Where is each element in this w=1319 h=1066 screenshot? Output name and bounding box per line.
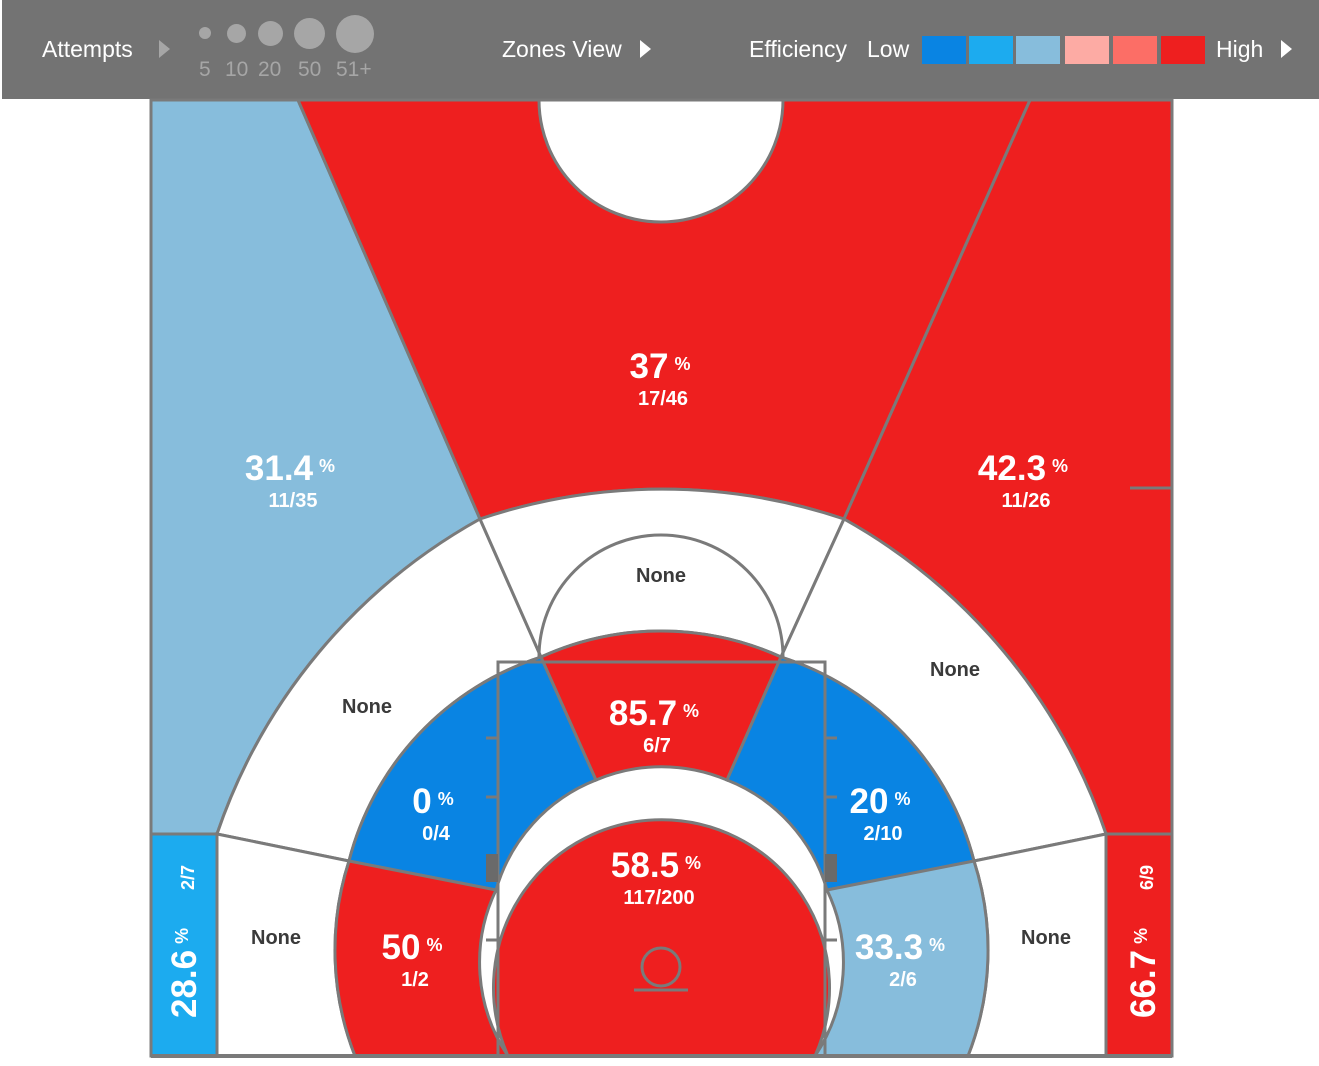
hoop-icon <box>640 946 682 988</box>
zones-layer <box>149 98 1174 1058</box>
size-label-20: 20 <box>258 58 282 81</box>
efficiency-swatch-6 <box>1161 36 1205 64</box>
zones-view-menu[interactable]: Zones View <box>502 36 622 63</box>
size-dot-51plus <box>336 15 374 53</box>
zone-pct-left-baseline-mid: 50% <box>382 928 443 967</box>
zone-fraction-free-throw-mid: 6/7 <box>643 735 671 757</box>
zone-fraction-right-corner-three: 6/9 <box>1137 865 1157 890</box>
attempts-menu[interactable]: Attempts <box>42 36 133 63</box>
zone-fraction-right-baseline-mid: 2/6 <box>889 969 917 991</box>
size-label-10: 10 <box>225 58 249 81</box>
zone-label-top-long-two: None <box>636 565 686 587</box>
center-circle <box>537 98 785 224</box>
size-label-51plus: 51+ <box>336 58 372 81</box>
court-lines <box>151 98 1172 1058</box>
lane-block <box>486 854 498 882</box>
zone-pct-right-wing-three: 42.3% <box>978 449 1068 488</box>
efficiency-swatch-1 <box>922 36 966 64</box>
zone-label-left-long-two: None <box>342 696 392 718</box>
zone-fraction-left-corner-three: 2/7 <box>178 865 198 890</box>
zone-free-throw-mid[interactable] <box>539 629 783 782</box>
zone-pct-left-corner-three: 28.6% <box>165 928 204 1018</box>
zone-label-right-long-two: None <box>930 659 980 681</box>
efficiency-swatch-3 <box>1016 36 1060 64</box>
zones-view-label: Zones View <box>502 36 622 62</box>
zone-pct-free-throw-mid: 85.7% <box>609 694 699 733</box>
toolbar: Attempts 5 10 20 50 51+ Zones View Effic… <box>2 0 1319 99</box>
efficiency-swatch-4 <box>1065 36 1109 64</box>
zone-label-right-baseline-long-two: None <box>1021 927 1071 949</box>
free-throw-circle <box>537 533 785 658</box>
size-dot-10 <box>227 24 246 43</box>
zones-view-arrow-icon[interactable] <box>640 40 651 58</box>
zone-label-left-baseline-long-two: None <box>251 927 301 949</box>
zone-left-baseline-mid[interactable] <box>333 859 511 1058</box>
zone-fraction-left-wing-three: 11/35 <box>269 490 318 512</box>
attempts-arrow-icon[interactable] <box>159 40 170 58</box>
lane-block <box>825 854 837 882</box>
attempts-label: Attempts <box>42 36 133 62</box>
size-label-50: 50 <box>298 58 322 81</box>
zone-fraction-left-baseline-mid: 1/2 <box>401 969 429 991</box>
efficiency-arrow-icon[interactable] <box>1281 40 1292 58</box>
zone-fraction-left-mid-elbow: 0/4 <box>422 823 451 845</box>
zone-pct-right-corner-three: 66.7% <box>1124 928 1163 1018</box>
zone-pct-restricted-area: 58.5% <box>611 846 701 885</box>
zone-pct-left-mid-elbow: 0% <box>412 782 453 821</box>
corner-label-left-corner-three: 28.6% 2/7 <box>165 865 204 1018</box>
low-label: Low <box>867 36 910 62</box>
zone-pct-right-mid-elbow: 20% <box>850 782 911 821</box>
zone-pct-top-of-key-three: 37% <box>630 347 691 386</box>
zone-pct-right-baseline-mid: 33.3% <box>855 928 945 967</box>
size-dot-5 <box>199 27 211 39</box>
zone-labels: 37 %17/46 31.4 %11/35 42.3 %11/26 85.7 %6/7 0 %0/… <box>165 347 1163 1018</box>
size-dot-50 <box>294 18 325 49</box>
high-label: High <box>1216 36 1264 62</box>
zone-right-mid-elbow[interactable] <box>724 655 976 892</box>
corner-label-right-corner-three: 66.7% 6/9 <box>1124 865 1163 1018</box>
efficiency-label: Efficiency <box>749 36 848 62</box>
zone-fraction-right-wing-three: 11/26 <box>1002 490 1051 512</box>
efficiency-swatch-5 <box>1113 36 1157 64</box>
zone-fraction-right-mid-elbow: 2/10 <box>864 823 903 845</box>
zone-fraction-restricted-area: 117/200 <box>623 887 694 909</box>
efficiency-swatch-2 <box>969 36 1013 64</box>
size-label-5: 5 <box>199 58 211 81</box>
zone-pct-left-wing-three: 31.4% <box>245 449 335 488</box>
zone-fraction-top-of-key-three: 17/46 <box>638 388 688 410</box>
size-dot-20 <box>258 21 283 46</box>
